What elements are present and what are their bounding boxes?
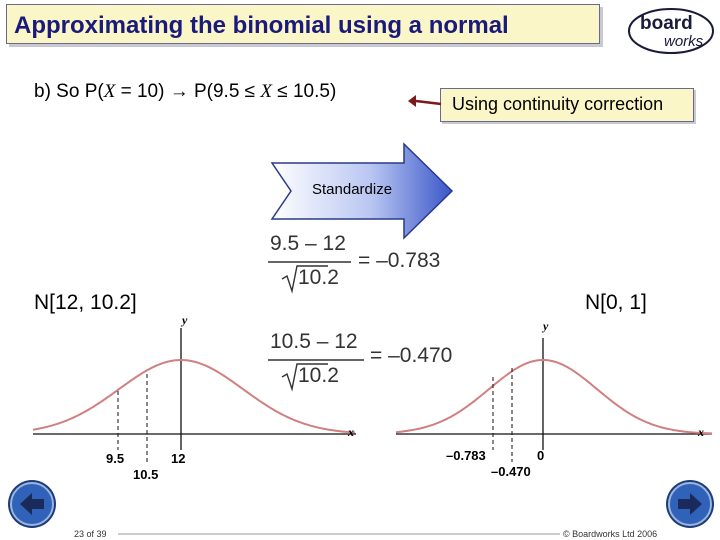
prev-slide-button[interactable] [10,482,54,526]
title-banner [6,4,600,44]
continuity-label: Using continuity correction [452,94,664,114]
left-tick-10-5: 10.5 [133,467,158,482]
probability-statement: b) So P(X = 10) → P(9.5 ≤ X ≤ 10.5) [34,81,336,103]
eq2-numerator: 10.5 – 12 [270,330,358,353]
eq1-result: = –0.783 [358,249,441,272]
slide-title: Approximating the binomial using a norma… [14,12,509,39]
footer-rule [118,533,560,535]
left-tick-9-5: 9.5 [106,451,124,466]
right-tick-0: 0 [537,448,544,463]
logo-line2: works [664,33,704,50]
next-slide-button[interactable] [668,482,712,526]
left-normal-curve [32,359,356,434]
left-x-label: x [347,425,354,439]
standardize-label: Standardize [312,181,393,198]
statement-var1: X [103,81,116,102]
right-tick-0-470: –0.470 [491,464,531,479]
right-normal-curve [395,359,712,435]
statement-var2: X [260,81,272,102]
right-y-label: y [541,319,549,333]
statement-suffix: ≤ 10.5) [272,81,337,102]
eq1-sqrt [281,265,328,294]
standardize-arrow [270,142,454,240]
right-normal-plot: y x –0.783 –0.470 0 [395,319,712,479]
right-distribution-label: N[0, 1] [585,291,647,314]
eq1-numerator: 9.5 – 12 [270,232,346,255]
eq2-denominator: 10.2 [298,364,339,387]
callout-pointer-head [408,95,416,107]
right-x-label: x [697,425,704,439]
eq2-sqrt [281,363,328,392]
page-number: 23 of 39 [74,529,107,539]
right-tick-0-783: –0.783 [446,448,486,463]
left-y-label: y [180,313,188,327]
eq2-result: = –0.470 [370,344,453,367]
eq1-denominator: 10.2 [298,266,339,289]
statement-prefix: b) So P( [34,81,104,102]
left-tick-12: 12 [171,451,185,466]
left-distribution-label: N[12, 10.2] [34,291,137,314]
logo-line1: board [640,13,693,34]
statement-mid: = 10) → P(9.5 ≤ [115,81,261,102]
back-arrow-icon [20,493,44,515]
left-normal-plot: y x 9.5 10.5 12 [32,313,356,482]
boardworks-logo: board works [628,8,714,54]
forward-arrow-icon [678,493,702,515]
callout-pointer [415,99,442,106]
copyright: © Boardworks Ltd 2006 [563,529,658,539]
